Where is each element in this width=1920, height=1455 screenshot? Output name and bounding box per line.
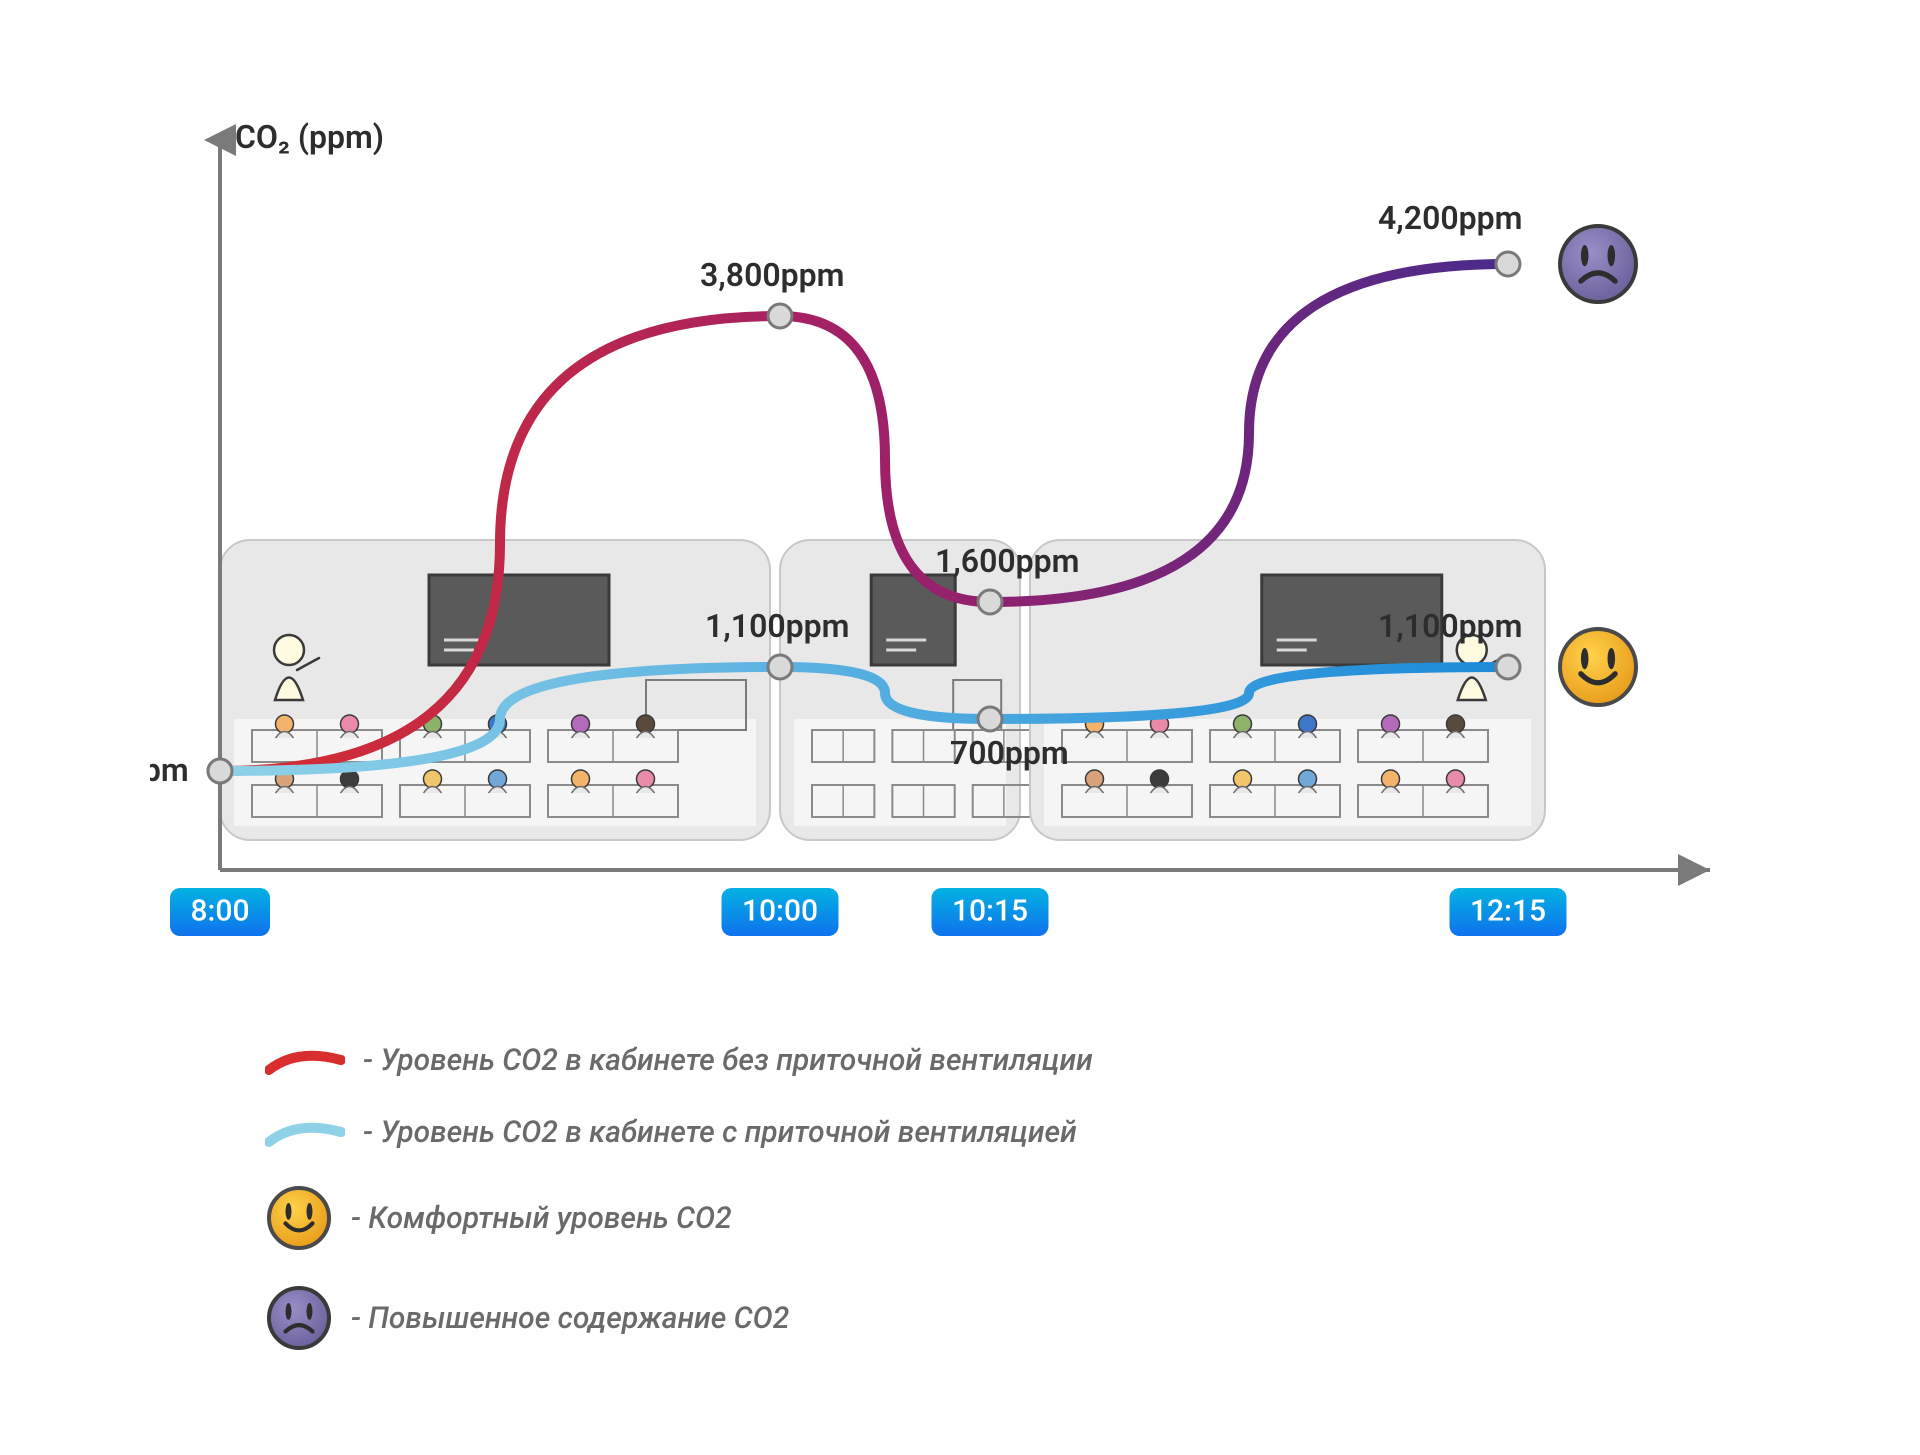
svg-text:3,800ppm: 3,800ppm [700,256,844,294]
legend-item: - Комфортный уровень СО2 [265,1184,1265,1252]
legend-line-swatch [265,1112,345,1152]
svg-text:12:15: 12:15 [1470,894,1546,929]
legend-label: - Повышенное содержание СО2 [351,1301,789,1336]
legend-item: - Уровень СО2 в кабинете без приточной в… [265,1040,1265,1080]
happy-face-icon [1560,629,1636,705]
svg-text:1,600ppm: 1,600ppm [935,542,1079,580]
svg-text:700ppm: 700ppm [950,734,1069,772]
legend-item: - Уровень СО2 в кабинете с приточной вен… [265,1112,1265,1152]
svg-text:CO₂ (ppm): CO₂ (ppm) [235,120,384,156]
svg-text:8:00: 8:00 [190,894,249,929]
svg-text:300ppm: 300ppm [150,751,189,789]
svg-text:1,100ppm: 1,100ppm [1378,607,1522,645]
sad-face-icon [265,1284,333,1352]
svg-text:1,100ppm: 1,100ppm [705,607,849,645]
svg-text:4,200ppm: 4,200ppm [1378,199,1522,237]
chart-legend: - Уровень СО2 в кабинете без приточной в… [265,1040,1265,1384]
svg-text:10:00: 10:00 [742,894,818,929]
happy-face-icon [265,1184,333,1252]
legend-label: - Уровень СО2 в кабинете с приточной вен… [363,1115,1077,1150]
svg-text:10:15: 10:15 [952,894,1028,929]
co2-chart: CO₂ (ppm) 8:00 10:00 10:15 12:15 3,800ppm 1,60… [150,120,1770,940]
sad-face-icon [1560,226,1636,302]
legend-line-swatch [265,1040,345,1080]
legend-label: - Уровень СО2 в кабинете без приточной в… [363,1043,1093,1078]
legend-label: - Комфортный уровень СО2 [351,1201,732,1236]
legend-item: - Повышенное содержание СО2 [265,1284,1265,1352]
